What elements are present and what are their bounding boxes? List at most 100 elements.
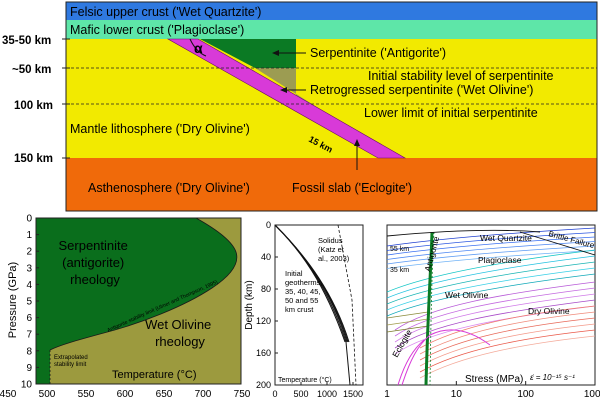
- dry-olivine-label: Dry Olivine: [528, 306, 570, 316]
- serp-line-3: rheology: [70, 272, 120, 287]
- geo-ytick-label: 200: [256, 380, 271, 390]
- wet-quartzite-family-curve: [386, 236, 596, 256]
- solidus-curve: [337, 224, 357, 386]
- ig-line-3: 35, 40, 45,: [285, 287, 320, 296]
- brittle-failure-line: [519, 231, 596, 256]
- serpentinite-region-label: Serpentinite (antigorite) rheology: [58, 238, 131, 287]
- wet-quartzite-family-curve: [386, 250, 596, 269]
- stress-xtick-label: 100: [517, 389, 534, 400]
- phase-xtick-label: 600: [117, 389, 134, 400]
- phase-ytick-label: 4: [26, 280, 32, 291]
- ig-line-2: geotherms,: [285, 278, 323, 287]
- plagioclase-label: Plagioclase: [478, 255, 522, 265]
- stress-xtick-label: 1000: [584, 389, 600, 400]
- felsic-label: Felsic upper crust ('Wet Quartzite'): [70, 5, 261, 19]
- geo-ytick-label: 120: [256, 316, 271, 326]
- phase-ytick-label: 3: [26, 263, 32, 274]
- phase-ytick-label: 5: [26, 297, 32, 308]
- geo-ytick-label: 80: [261, 284, 271, 294]
- dry-olivine-family-curve: [419, 311, 596, 355]
- wet-quartzite-label: Wet Quartzite: [480, 233, 532, 243]
- cross-section-frame: [65, 1, 598, 212]
- plagioclase-family-curve: [386, 255, 596, 299]
- phase-ytick-label: 10: [21, 380, 33, 391]
- phase-xtick-label: 500: [39, 389, 56, 400]
- wet-olivine-stress-label: Wet Olivine: [445, 290, 489, 300]
- mafic-crust-layer: [66, 20, 597, 39]
- fossil-slab: [166, 38, 407, 159]
- retrogressed-arrowhead: [280, 87, 287, 93]
- cross-section: Felsic upper crust ('Wet Quartzite') Maf…: [2, 1, 598, 212]
- solidus-line-2: (Katz et: [318, 245, 345, 254]
- geotherm-yticks: 0 40 80 120 160 200: [256, 220, 278, 390]
- phase-ytick-label: 2: [26, 247, 32, 258]
- phase-ytick-label: 8: [26, 346, 32, 357]
- eclogite-curve: [401, 329, 491, 386]
- extrapolated-label: Extrapolated stability limit: [54, 355, 89, 368]
- antigorite-curve-dashed: [429, 231, 435, 386]
- serpentinite-wedge: [200, 39, 296, 68]
- serpentinite-arrowhead: [272, 50, 279, 56]
- wet-quartzite-family-curve: [386, 232, 596, 251]
- geo-ytick-label: 160: [256, 348, 271, 358]
- dry-olivine-family-curve: [419, 317, 596, 361]
- olive-family-curve: [386, 325, 429, 333]
- geotherm-panel: Solidus (Katz et al., 2003) Initial geot…: [244, 220, 364, 399]
- solidus-label: Solidus (Katz et al., 2003): [318, 236, 350, 263]
- geo-ytick-label: 40: [261, 252, 271, 262]
- wo-line-2: rheology: [155, 334, 205, 349]
- phase-xtick-label: 700: [195, 389, 212, 400]
- phase-xtick-label: 550: [78, 389, 95, 400]
- initial-geotherms-label: Initial geotherms, 35, 40, 45, 50 and 55…: [285, 269, 325, 314]
- depth-label-50: ~50 km: [12, 64, 51, 76]
- olive-family-curve: [386, 318, 429, 326]
- dry-olivine-family-curve: [419, 305, 596, 349]
- phase-xticks: 450 500 550 600 650 700 750: [0, 389, 251, 400]
- geo-xtick-label: 0: [272, 389, 277, 399]
- wet-olivine-region-label: Wet Olivine rheology: [145, 317, 215, 349]
- wet-olivine-family-curve: [394, 293, 596, 343]
- stress-xticks: 1 10 100 1000: [384, 381, 600, 400]
- solidus-line-3: al., 2003): [318, 254, 350, 263]
- depth-label-150: 150 km: [14, 153, 53, 165]
- serp-line-2: (antigorite): [62, 255, 124, 270]
- dry-olivine-family-curve: [419, 329, 596, 373]
- phase-temperature-label: Temperature (°C): [112, 369, 196, 381]
- adiabat: [345, 341, 351, 386]
- phase-yticks: 0 1 2 3 4 5 6 7 8 9 10: [21, 214, 39, 391]
- lower-limit-annotation: Lower limit of initial serpentinite: [364, 106, 538, 120]
- stress-xtick-label: 1: [384, 389, 390, 400]
- stress-frame: [386, 224, 596, 386]
- stress-curves: [386, 227, 596, 379]
- dry-olivine-family-curve: [419, 335, 596, 379]
- fossil-slab-annotation: Fossil slab ('Eclogite'): [292, 181, 412, 195]
- phase-ylabel: Pressure (GPa): [7, 262, 19, 338]
- serpentinite-annotation: Serpentinite ('Antigorite'): [310, 46, 446, 60]
- phase-ytick-label: 7: [26, 330, 32, 341]
- geotherm-curves: [274, 224, 351, 386]
- eclogite-curve-2: [397, 339, 425, 386]
- wet-quartzite-curve: [386, 229, 541, 237]
- km55-label: 55 km: [390, 246, 409, 253]
- ig-line-4: 50 and 55: [285, 296, 318, 305]
- geo-ytick-label: 0: [266, 220, 271, 230]
- km35-label: 35 km: [390, 267, 409, 274]
- felsic-crust-layer: [66, 2, 597, 20]
- geo-xtick-label: 1000: [317, 389, 337, 399]
- ig-line-1: Initial: [285, 269, 303, 278]
- retrogressed-serpentinite: [255, 68, 312, 104]
- phase-xtick-label: 650: [156, 389, 173, 400]
- serpentinite-region: [36, 218, 237, 384]
- solidus-line-1: Solidus: [318, 236, 343, 245]
- geotherm-55: [274, 224, 350, 343]
- alpha-label: α: [194, 40, 203, 56]
- geotherm-temperature-label: Temperature (°C): [278, 376, 332, 384]
- stress-xlabel: Stress (MPa): [465, 374, 523, 385]
- plagioclase-family-curve: [386, 267, 596, 311]
- geo-xtick-label: 500: [293, 389, 308, 399]
- phase-ytick-label: 1: [26, 230, 32, 241]
- asthenosphere-layer: [66, 158, 597, 211]
- antigorite-curve: [424, 231, 434, 386]
- strain-rate-label: ε̇ = 10⁻¹⁵ s⁻¹: [530, 373, 575, 382]
- plagioclase-family-curve: [386, 249, 596, 293]
